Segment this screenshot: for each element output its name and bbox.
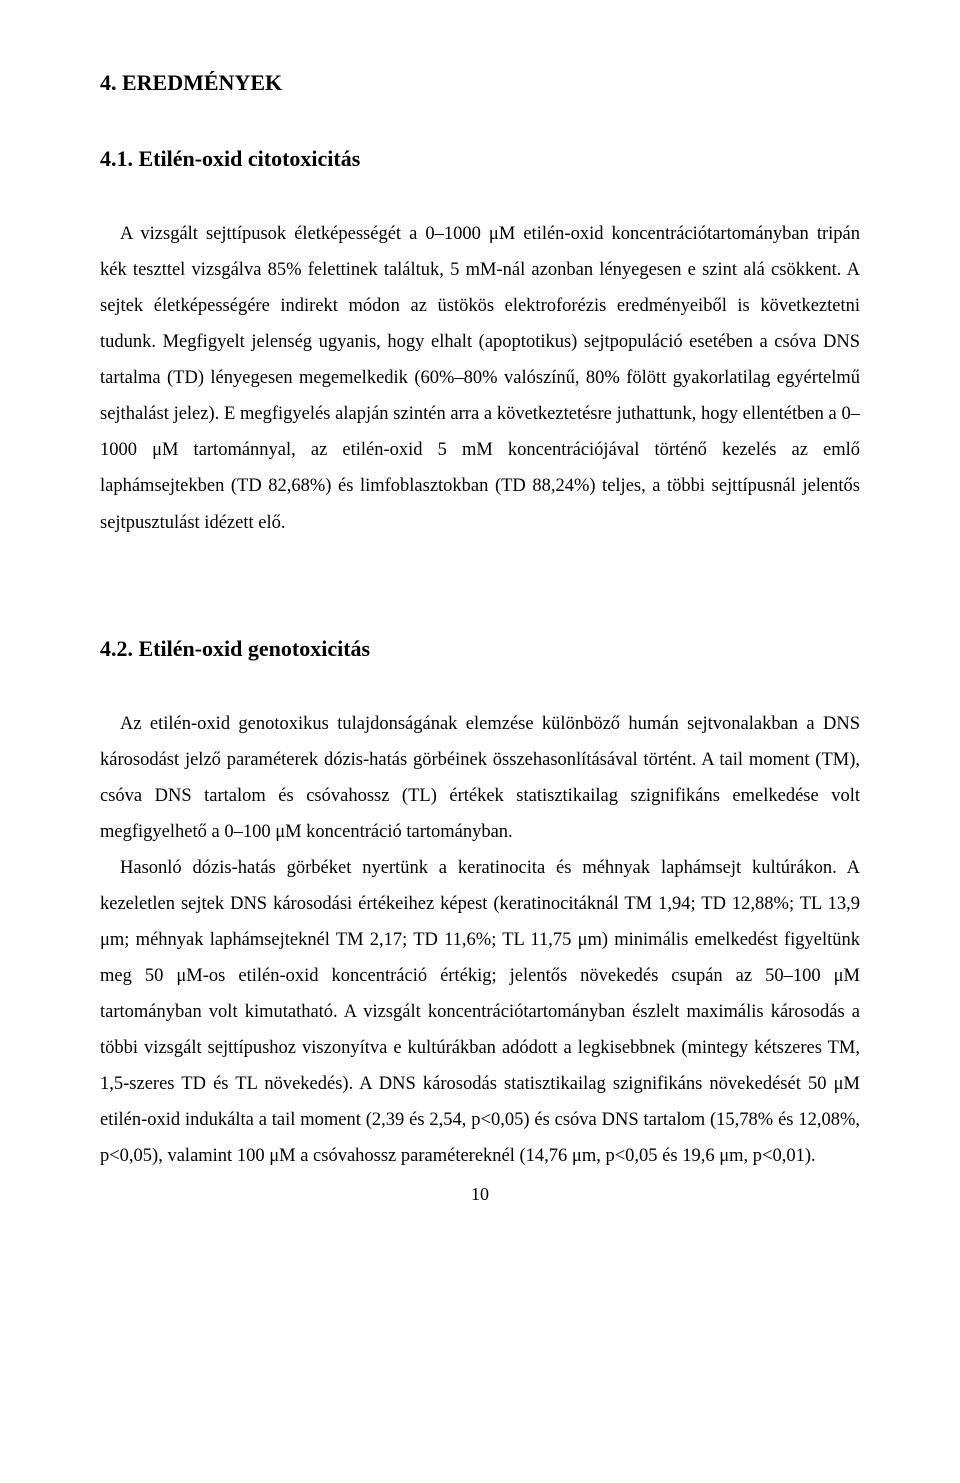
heading-main: 4. EREDMÉNYEK bbox=[100, 70, 860, 96]
heading-section-41: 4.1. Etilén-oxid citotoxicitás bbox=[100, 146, 860, 172]
paragraph-42-1: Az etilén-oxid genotoxikus tulajdonságán… bbox=[100, 706, 860, 850]
document-page: 4. EREDMÉNYEK 4.1. Etilén-oxid citotoxic… bbox=[0, 0, 960, 1245]
page-number: 10 bbox=[100, 1184, 860, 1205]
paragraph-41: A vizsgált sejttípusok életképességét a … bbox=[100, 216, 860, 541]
section-gap bbox=[100, 586, 860, 636]
heading-section-42: 4.2. Etilén-oxid genotoxicitás bbox=[100, 636, 860, 662]
paragraph-42-2: Hasonló dózis-hatás görbéket nyertünk a … bbox=[100, 850, 860, 1175]
